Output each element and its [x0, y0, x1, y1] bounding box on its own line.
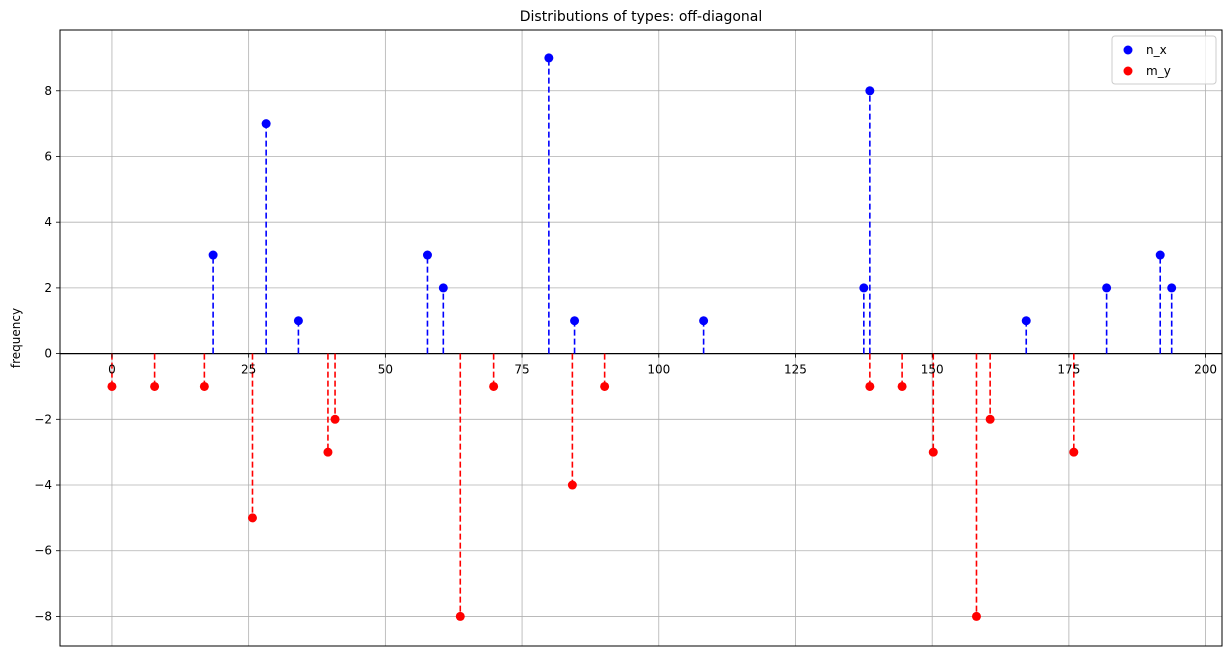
grid [60, 30, 1222, 646]
marker-n_x [422, 250, 432, 260]
marker-m_y [150, 381, 160, 391]
x-tick-label: 50 [378, 363, 393, 377]
plot-frame [59, 29, 1223, 647]
legend-marker-m_y [1123, 66, 1133, 76]
marker-n_x [1155, 250, 1165, 260]
marker-m_y [330, 414, 340, 424]
x-tick-label: 175 [1057, 363, 1080, 377]
marker-m_y [971, 611, 981, 621]
marker-m_y [865, 381, 875, 391]
marker-m_y [600, 381, 610, 391]
legend-label-m_y: m_y [1146, 64, 1171, 78]
y-tick-label: 4 [44, 215, 52, 229]
marker-m_y [199, 381, 209, 391]
marker-n_x [1102, 283, 1112, 293]
y-tick-label: 2 [44, 281, 52, 295]
x-tick-label: 150 [921, 363, 944, 377]
y-tick-label: −4 [34, 478, 52, 492]
marker-m_y [455, 611, 465, 621]
marker-n_x [865, 86, 875, 96]
marker-m_y [985, 414, 995, 424]
marker-n_x [859, 283, 869, 293]
marker-n_x [570, 316, 580, 326]
marker-n_x [438, 283, 448, 293]
marker-m_y [107, 381, 117, 391]
chart-title: Distributions of types: off-diagonal [520, 9, 763, 25]
marker-m_y [323, 447, 333, 457]
marker-n_x [261, 119, 271, 129]
x-tick-label: 75 [514, 363, 529, 377]
marker-m_y [247, 513, 257, 523]
legend-box [1111, 35, 1217, 85]
y-tick-label: 8 [44, 84, 52, 98]
marker-n_x [1167, 283, 1177, 293]
y-tick-label: −2 [34, 412, 52, 426]
legend: n_x m_y [1111, 35, 1217, 85]
x-tick-label: 200 [1194, 363, 1217, 377]
y-axis-ticks: −8 −6 −4 −2 0 2 4 6 8 [34, 84, 60, 623]
x-tick-label: 100 [647, 363, 670, 377]
x-tick-label: 125 [784, 363, 807, 377]
y-tick-label: −8 [34, 609, 52, 623]
x-tick-label: 0 [108, 363, 116, 377]
marker-n_x [1021, 316, 1031, 326]
y-tick-label: 6 [44, 149, 52, 163]
markers [107, 53, 1177, 621]
legend-label-n_x: n_x [1146, 43, 1167, 57]
marker-m_y [897, 381, 907, 391]
y-tick-label: 0 [44, 347, 52, 361]
marker-m_y [567, 480, 577, 490]
marker-m_y [489, 381, 499, 391]
marker-n_x [544, 53, 554, 63]
x-tick-label: 25 [241, 363, 256, 377]
marker-n_x [699, 316, 709, 326]
marker-n_x [208, 250, 218, 260]
marker-n_x [293, 316, 303, 326]
legend-marker-n_x [1123, 45, 1133, 55]
marker-m_y [928, 447, 938, 457]
y-axis-label: frequency [9, 308, 23, 368]
stems [111, 57, 1173, 617]
y-tick-label: −6 [34, 544, 52, 558]
marker-m_y [1069, 447, 1079, 457]
x-axis-ticks: 0 25 50 75 100 125 150 175 200 [108, 353, 1217, 377]
